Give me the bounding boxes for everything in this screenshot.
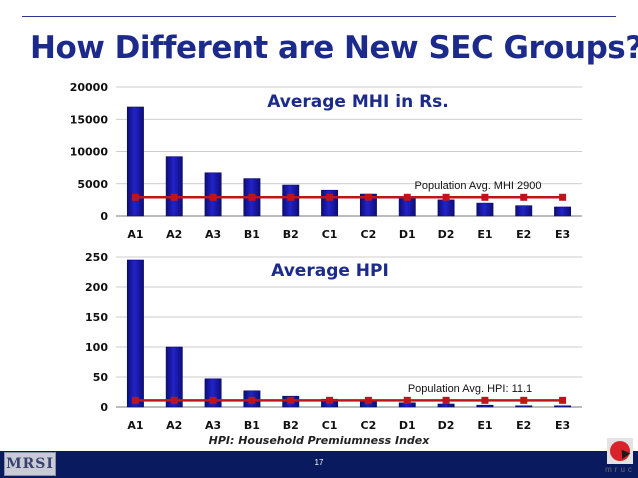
footer-bar [0,451,638,478]
hpi-average-marker [442,396,450,404]
hpi-footnote: HPI: Household Premiumness Index [208,434,430,447]
hpi-average-marker [481,396,489,404]
hpi-bar-chart: 0 50 100 150 200 250 A1 A2 A3 B1 B2 C1 C2 D1 D2 E1 E2 E3 P… [85,251,582,432]
hpi-average-label: Population Avg. HPI: 11.1 [408,383,532,395]
mhi-x-tick-label: B2 [283,228,299,240]
hpi-x-tick-label: A2 [166,419,182,432]
mhi-average-marker [326,193,334,201]
hpi-x-tick-label: A3 [205,419,221,432]
mhi-average-marker [209,193,217,201]
mhi-bar [515,205,533,217]
mhi-average-marker [364,193,372,201]
mhi-bar [126,106,144,217]
top-rule [22,16,616,17]
hpi-x-tick-label: E3 [555,419,570,432]
mruc-logo-text: mruc [605,465,635,474]
hpi-average-marker [559,396,567,404]
hpi-average-marker [403,396,411,404]
hpi-average-marker [131,396,139,404]
hpi-y-tick-label: 100 [85,341,108,354]
hpi-average-marker [326,396,334,404]
hpi-average-marker [520,396,528,404]
mruc-logo-dot [610,441,630,461]
mhi-y-tick-label: 10000 [70,146,109,159]
hpi-average-marker [170,396,178,404]
hpi-bar [515,405,533,408]
hpi-x-tick-label: E2 [516,419,531,432]
mhi-bar [476,202,494,217]
hpi-average-marker [287,396,295,404]
slide-title: How Different are New SEC Groups? [30,30,638,66]
mhi-average-marker [442,193,450,201]
hpi-y-tick-label: 0 [100,401,108,414]
mhi-x-tick-label: D2 [438,228,455,240]
hpi-x-tick-label: D1 [399,419,416,432]
hpi-average-marker [209,396,217,404]
mhi-average-marker [481,193,489,201]
mhi-bar [165,156,183,217]
mhi-x-tick-label: D1 [399,228,416,240]
hpi-average-marker [248,396,256,404]
mhi-x-tick-label: A3 [205,228,221,240]
hpi-x-tick-label: B2 [283,419,299,432]
mhi-x-tick-label: A1 [127,228,143,240]
hpi-y-tick-label: 150 [85,311,108,324]
page-number: 17 [314,458,324,467]
hpi-y-tick-label: 200 [85,281,108,294]
mrsi-logo: MRSI [4,452,56,476]
mhi-x-tick-label: A2 [166,228,182,240]
hpi-chart-title: Average HPI [271,261,389,281]
hpi-x-tick-label: C1 [322,419,338,432]
mhi-average-marker [559,193,567,201]
mhi-x-tick-label: E1 [477,228,492,240]
mhi-y-tick-label: 5000 [77,178,108,191]
mhi-x-tick-label: E3 [555,228,570,240]
mhi-y-tick-label: 15000 [70,113,109,126]
hpi-x-tick-label: E1 [477,419,492,432]
mhi-average-marker [287,193,295,201]
hpi-bar [437,403,455,408]
mruc-logo: mruc [604,438,636,478]
mhi-y-tick-label: 20000 [70,81,109,94]
hpi-y-tick-label: 250 [85,251,108,264]
mhi-y-tick-label: 0 [100,210,108,223]
mhi-average-marker [248,193,256,201]
mhi-x-tick-label: C1 [322,228,338,240]
mhi-average-label: Population Avg. MHI 2900 [415,180,542,192]
mhi-average-marker [403,193,411,201]
hpi-x-tick-label: D2 [438,419,455,432]
mhi-average-marker [131,193,139,201]
mhi-x-tick-label: C2 [361,228,377,240]
mhi-bar [437,199,455,217]
mhi-average-marker [170,193,178,201]
hpi-average-marker [364,396,372,404]
hpi-bar [476,404,494,408]
hpi-bar [126,259,144,408]
hpi-x-tick-label: C2 [361,419,377,432]
mhi-bar-chart: 0 5000 10000 15000 20000 A1 A2 A3 B1 B2 C1 C2 D1 D2 E1… [70,81,582,240]
hpi-bar [165,346,183,408]
hpi-x-tick-label: B1 [244,419,260,432]
hpi-x-tick-label: A1 [127,419,143,432]
mhi-bar [554,206,572,217]
mhi-average-marker [520,193,528,201]
mhi-x-tick-label: B1 [244,228,260,240]
mhi-chart-title: Average MHI in Rs. [267,92,449,112]
mhi-x-tick-label: E2 [516,228,531,240]
hpi-bar [554,405,572,408]
hpi-y-tick-label: 50 [93,371,109,384]
